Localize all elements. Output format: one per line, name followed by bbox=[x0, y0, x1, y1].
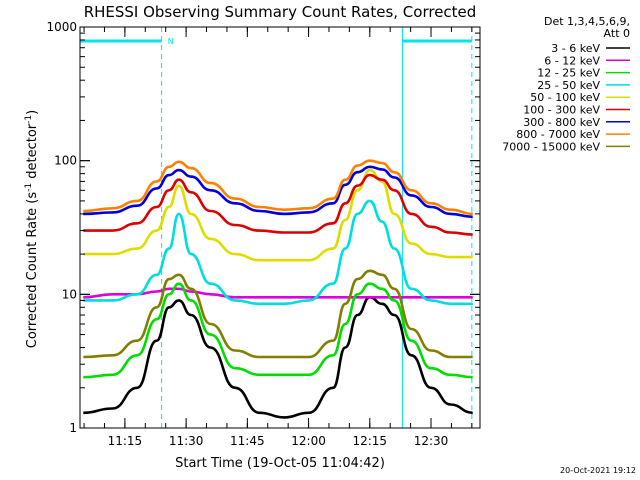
legend-label-6: 100 - 300 keV bbox=[523, 104, 600, 117]
series-line-3 bbox=[83, 282, 473, 379]
y-axis-label: Corrected Count Rate (s-1 detector-1) bbox=[24, 110, 40, 348]
y-axis-label-exponent-2: -1 bbox=[24, 115, 34, 124]
plot-frame bbox=[79, 26, 481, 429]
series-line-9 bbox=[83, 269, 473, 359]
x-tick-label-11:45: 11:45 bbox=[230, 434, 265, 448]
x-tick-label-12:15: 12:15 bbox=[352, 434, 387, 448]
series-line-4 bbox=[83, 199, 473, 306]
night-marker-label: N bbox=[168, 37, 174, 46]
legend-header-line-1: Det 1,3,4,5,6,9, bbox=[544, 15, 630, 28]
chart-title: RHESSI Observing Summary Count Rates, Co… bbox=[84, 3, 477, 21]
y-tick-label-10: 10 bbox=[62, 287, 77, 301]
y-axis-label-exponent: -1 bbox=[24, 183, 34, 192]
legend-label-9: 7000 - 15000 keV bbox=[502, 140, 600, 153]
legend-label-2: 6 - 12 keV bbox=[544, 54, 600, 67]
footer-timestamp: 20-Oct-2021 19:12 bbox=[560, 466, 636, 475]
legend-label-5: 50 - 100 keV bbox=[530, 91, 600, 104]
y-tick-label-1000: 1000 bbox=[46, 20, 77, 34]
y-tick-label-100: 100 bbox=[54, 154, 77, 168]
plot-area: N bbox=[80, 27, 473, 428]
series-line-5 bbox=[83, 168, 473, 262]
axis-ticks: 1 10 100 1000 11:15 11:30 11:45 12:00 12:15 12:30 bbox=[46, 20, 480, 448]
y-tick-label-1: 1 bbox=[69, 421, 77, 435]
y-axis-label-text: Corrected Count Rate (s bbox=[25, 192, 40, 349]
series-line-6 bbox=[83, 173, 473, 236]
series-line-7 bbox=[83, 165, 473, 219]
x-tick-label-11:15: 11:15 bbox=[108, 434, 143, 448]
x-tick-label-11:30: 11:30 bbox=[169, 434, 204, 448]
legend-header-line-2: Att 0 bbox=[604, 27, 630, 40]
y-axis-label-text-2: detector bbox=[25, 123, 40, 183]
x-tick-label-12:00: 12:00 bbox=[291, 434, 326, 448]
legend-label-7: 300 - 800 keV bbox=[523, 116, 600, 129]
legend-label-1: 3 - 6 keV bbox=[551, 42, 600, 55]
series-line-8 bbox=[83, 159, 473, 216]
y-axis-label-close: ) bbox=[25, 110, 40, 115]
series-line-1 bbox=[83, 296, 473, 419]
x-tick-label-12:30: 12:30 bbox=[414, 434, 449, 448]
legend-label-8: 800 - 7000 keV bbox=[516, 128, 600, 141]
x-axis-label: Start Time (19-Oct-05 11:04:42) bbox=[175, 456, 385, 471]
legend-label-4: 25 - 50 keV bbox=[537, 79, 600, 92]
legend-label-3: 12 - 25 keV bbox=[537, 67, 600, 80]
svg-text:Corrected Count Rate (s-1 dete: Corrected Count Rate (s-1 detector-1) bbox=[24, 110, 40, 348]
